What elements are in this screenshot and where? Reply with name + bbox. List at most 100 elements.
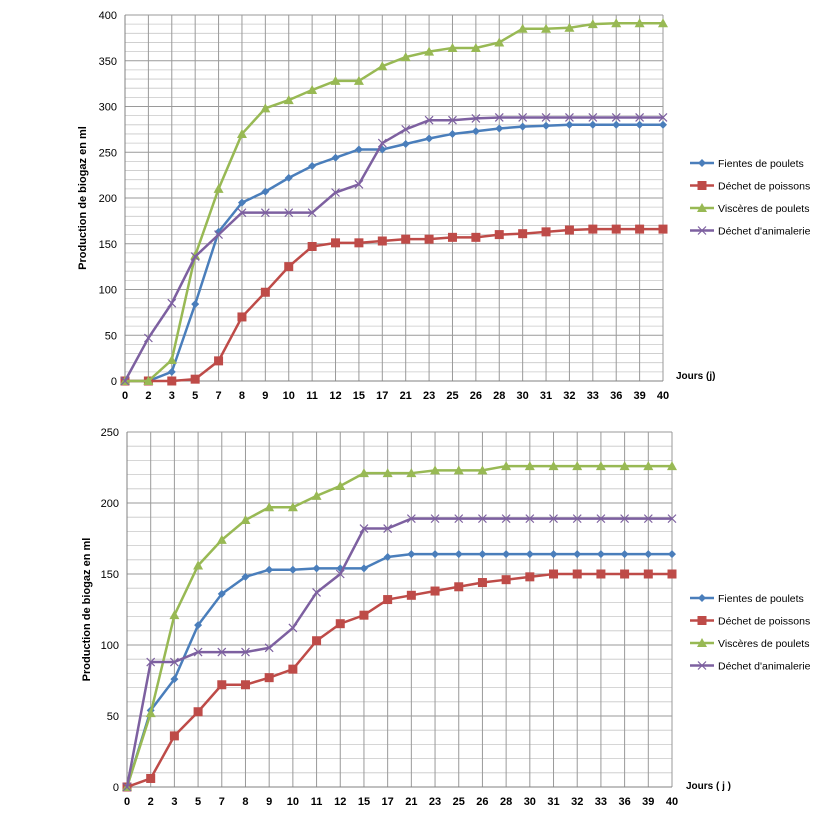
data-point (312, 636, 322, 646)
data-point (471, 113, 481, 123)
data-point (658, 113, 668, 122)
data-point (698, 159, 706, 167)
data-point (354, 145, 363, 154)
data-point (311, 490, 322, 500)
data-point (237, 208, 247, 218)
x-tick-label: 15 (358, 796, 370, 808)
legend: Fientes de poulets Déchet de poissons Visc… (690, 158, 811, 238)
x-tick-label: 12 (334, 796, 346, 808)
data-point (495, 124, 504, 133)
data-point (634, 18, 645, 28)
x-tick-label: 40 (666, 796, 678, 808)
data-point (383, 552, 392, 561)
x-tick-label: 3 (171, 796, 177, 808)
x-axis-label: Jours (j) (676, 371, 715, 382)
y-tick-label: 0 (111, 376, 117, 388)
data-point (448, 129, 457, 138)
data-point (470, 42, 481, 52)
x-tick-label: 36 (618, 796, 630, 808)
y-tick-label: 100 (101, 640, 119, 652)
data-point (424, 234, 434, 244)
data-point (217, 680, 227, 690)
data-point (217, 647, 227, 657)
x-tick-label: 15 (353, 390, 365, 402)
x-tick-label: 11 (306, 390, 318, 402)
data-point (525, 514, 535, 524)
y-tick-label: 0 (113, 782, 119, 794)
data-point (565, 120, 574, 129)
data-point (260, 287, 270, 297)
data-point (596, 569, 606, 579)
x-tick-label: 10 (283, 390, 295, 402)
data-point (525, 572, 535, 582)
y-tick-label: 200 (99, 193, 117, 205)
data-point (167, 367, 176, 376)
data-point (541, 23, 552, 33)
data-point (143, 333, 153, 343)
data-point (331, 188, 340, 197)
data-point (353, 75, 364, 85)
legend-item: Déchet de poissons (690, 181, 810, 193)
series-Déchet de poissons (122, 569, 677, 792)
data-point (659, 120, 667, 129)
legend-label: Déchet de poissons (718, 181, 810, 193)
data-point (354, 179, 364, 189)
x-tick-label: 30 (517, 390, 529, 402)
data-point (288, 565, 297, 574)
data-point (358, 468, 369, 478)
data-point (359, 564, 368, 573)
data-point (619, 461, 630, 471)
data-point (288, 664, 298, 674)
data-point (501, 575, 511, 585)
x-tick-label: 2 (145, 390, 151, 402)
data-point (477, 578, 487, 588)
data-point (697, 226, 707, 235)
data-point (501, 514, 511, 524)
data-point (236, 128, 247, 138)
data-point (193, 707, 203, 717)
y-tick-label: 50 (107, 711, 119, 723)
data-point (237, 312, 247, 322)
data-point (635, 224, 645, 234)
data-point (260, 103, 271, 113)
data-point (453, 465, 464, 475)
data-point (190, 252, 200, 261)
data-point (541, 113, 551, 122)
legend-item: Viscères de poulets (690, 203, 809, 215)
data-point (307, 208, 317, 218)
data-point (383, 595, 393, 605)
x-tick-label: 8 (242, 796, 248, 808)
data-point (667, 569, 677, 579)
data-point (572, 461, 583, 471)
data-point (331, 238, 341, 248)
data-point (612, 120, 621, 129)
series-line (125, 227, 663, 383)
x-tick-label: 9 (262, 390, 268, 402)
x-tick-label: 5 (195, 796, 201, 808)
data-point (573, 550, 582, 559)
data-point (406, 468, 417, 478)
data-point (564, 22, 575, 32)
data-point (261, 187, 270, 196)
y-tick-label: 150 (99, 239, 117, 251)
data-point (635, 113, 645, 122)
x-tick-label: 12 (329, 390, 341, 402)
data-point (572, 569, 582, 579)
x-tick-label: 36 (610, 390, 622, 402)
data-point (447, 232, 457, 242)
y-tick-label: 300 (99, 102, 117, 114)
data-point (454, 582, 464, 592)
data-point (431, 550, 440, 559)
data-point (588, 224, 598, 234)
data-point (643, 569, 653, 579)
y-tick-label: 400 (99, 10, 117, 22)
x-tick-label: 32 (563, 390, 575, 402)
data-point (283, 95, 294, 105)
data-point (288, 623, 298, 633)
data-point (240, 680, 250, 690)
legend-label: Fientes de poulets (718, 593, 804, 605)
data-point (122, 782, 132, 792)
data-point (564, 225, 574, 235)
data-point (658, 18, 668, 28)
